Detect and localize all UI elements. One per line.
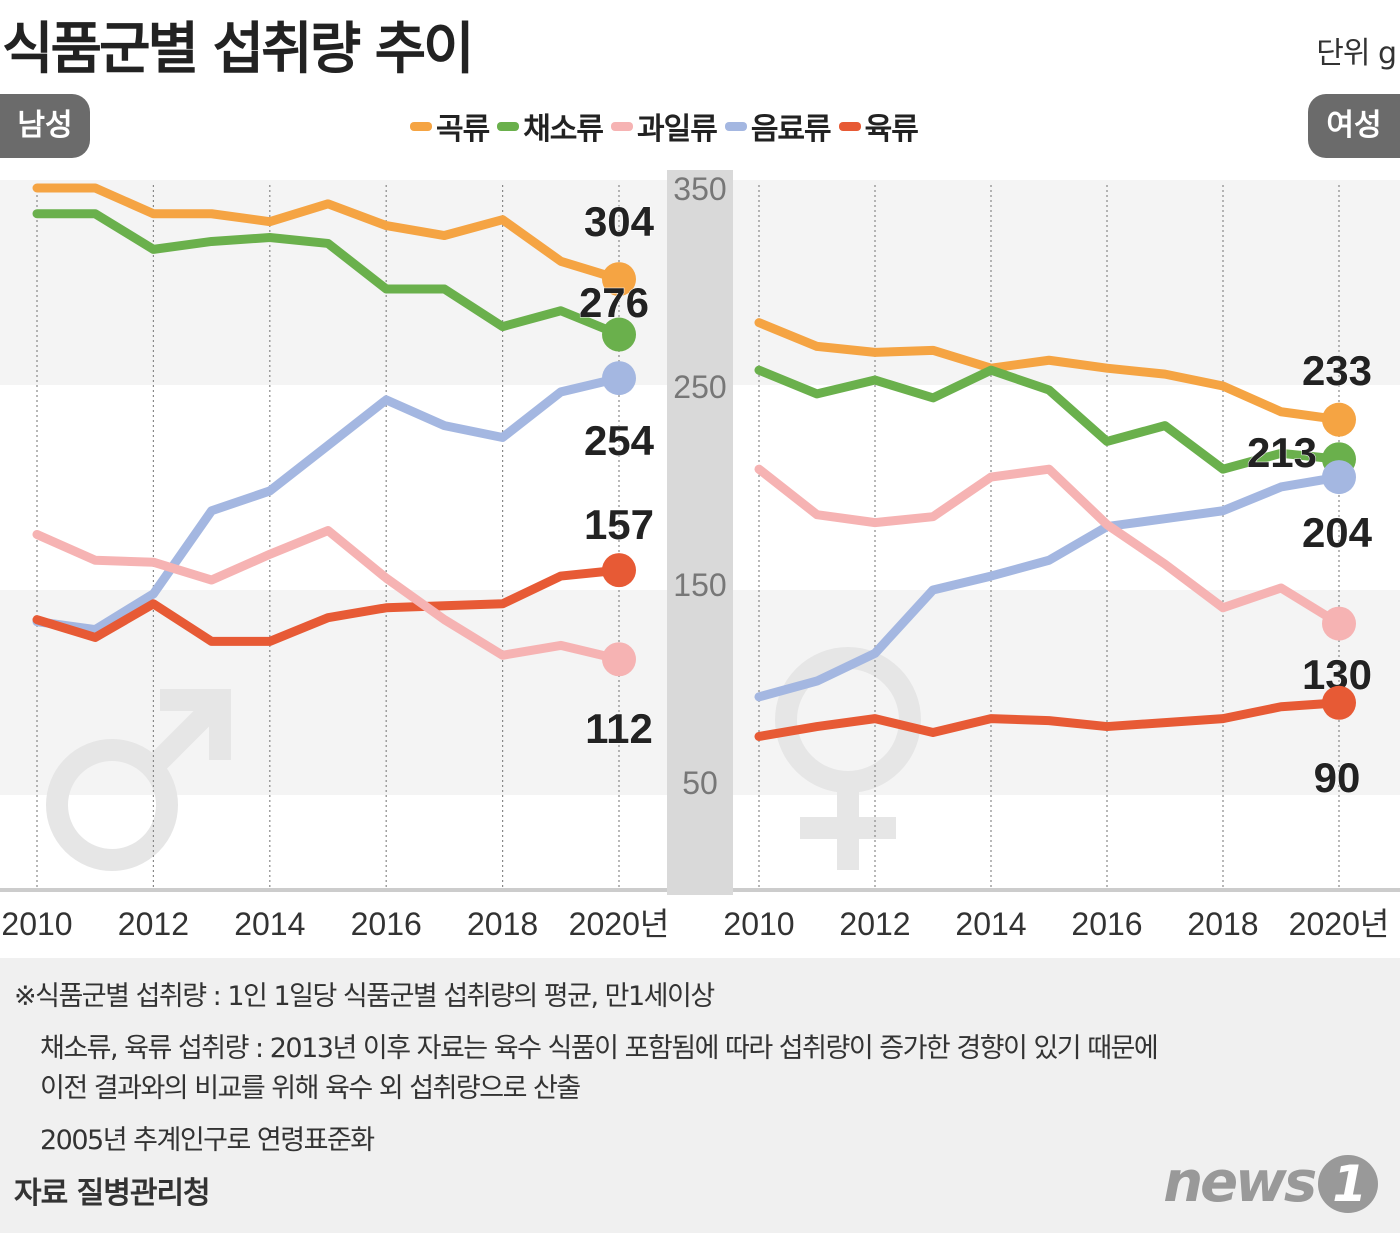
end-point-marker (1322, 685, 1356, 720)
data-label: 112 (585, 705, 653, 752)
series-line-육류 (32, 565, 624, 646)
series-line-채소류 (32, 209, 624, 340)
end-point-marker (1322, 402, 1356, 437)
series-line-과일류 (32, 526, 624, 664)
end-point-marker (602, 262, 636, 297)
news1-logo: news 1 (1163, 1150, 1378, 1215)
y-tick-label: 150 (673, 567, 726, 603)
data-label: 233 (1302, 347, 1372, 394)
x-tick-label: 2010 (723, 906, 794, 942)
female-symbol-cross-icon (800, 785, 896, 870)
y-tick-label: 250 (673, 369, 726, 405)
male-symbol-arrow-icon (142, 689, 231, 778)
footnote-1: ※식품군별 섭취량 : 1인 1일당 식품군별 섭취량의 평균, 만1세이상 (14, 981, 715, 1012)
series-line-채소류 (754, 365, 1344, 474)
female-panel-label: 여성 (1308, 94, 1400, 158)
legend-item: 채소류 (497, 104, 604, 148)
x-tick-label: 2012 (118, 906, 189, 942)
chart-title: 식품군별 섭취량 추이 (2, 17, 475, 82)
footnotes: ※식품군별 섭취량 : 1인 1일당 식품군별 섭취량의 평균, 만1세이상 채… (0, 958, 1400, 1233)
legend-swatch (410, 121, 432, 131)
series-line-육류 (754, 698, 1344, 741)
data-label: 304 (584, 198, 655, 245)
footnote-4: 2005년 추계인구로 연령표준화 (40, 1125, 375, 1156)
end-point-marker (602, 553, 636, 588)
chart: 50 150 250 350 2010 2012 2014 2016 2018 2020년 304 2… (0, 170, 1400, 942)
end-point-marker (1322, 460, 1356, 495)
x-tick-label: 2014 (234, 906, 305, 942)
end-point-marker (1322, 606, 1356, 641)
data-label: 254 (584, 417, 655, 464)
legend-swatch (838, 121, 861, 131)
legend-label: 음료류 (750, 112, 832, 147)
end-point-marker (602, 361, 636, 396)
series-line-과일류 (754, 464, 1344, 629)
male-panel-label: 남성 (0, 94, 90, 158)
series-line-곡류 (32, 183, 624, 284)
legend-swatch (611, 121, 634, 131)
legend-item: 곡류 (410, 104, 490, 148)
data-label: 90 (1314, 754, 1361, 801)
x-tick-label: 2020년 (1289, 906, 1390, 942)
x-tick-label: 2020년 (569, 906, 670, 942)
x-tick-label: 2014 (955, 906, 1026, 942)
x-tick-label: 2010 (1, 906, 72, 942)
legend-swatch (497, 121, 520, 131)
legend-item: 음료류 (724, 104, 832, 148)
legend-swatch (724, 121, 747, 131)
legend-label: 과일류 (637, 112, 718, 147)
x-tick-label: 2016 (351, 906, 422, 942)
legend-item: 과일류 (611, 104, 718, 148)
legend-label: 곡류 (436, 112, 490, 147)
data-label: 276 (579, 279, 649, 326)
series-line-곡류 (754, 318, 1344, 425)
data-label: 204 (1302, 509, 1373, 556)
end-point-marker (602, 317, 636, 352)
legend-item: 육류 (838, 104, 919, 148)
footnote-3: 이전 결과와의 비교를 위해 육수 외 섭취량으로 산출 (40, 1073, 581, 1104)
x-tick-label: 2016 (1071, 906, 1142, 942)
legend-label: 육류 (864, 112, 919, 147)
x-tick-label: 2018 (467, 906, 538, 942)
data-label: 157 (584, 501, 654, 548)
female-symbol-icon (775, 647, 921, 793)
x-tick-label: 2012 (839, 906, 910, 942)
footnote-2: 채소류, 육류 섭취량 : 2013년 이후 자료는 육수 식품이 포함됨에 따… (40, 1033, 1159, 1064)
unit-label: 단위 g (1316, 36, 1397, 71)
y-axis-bar (667, 170, 733, 895)
legend: 곡류 채소류 과일류 음료류 육류 (410, 104, 919, 148)
y-tick-label: 50 (682, 765, 718, 801)
end-point-marker (602, 642, 636, 677)
series-line-음료류 (754, 472, 1344, 702)
y-tick-label: 350 (673, 171, 726, 207)
x-tick-label: 2018 (1187, 906, 1258, 942)
source: 자료 질병관리청 (14, 1176, 211, 1211)
series-line-음료류 (32, 373, 624, 635)
data-label: 213 (1247, 429, 1317, 476)
legend-label: 채소류 (523, 112, 604, 147)
male-symbol-icon (46, 739, 178, 871)
